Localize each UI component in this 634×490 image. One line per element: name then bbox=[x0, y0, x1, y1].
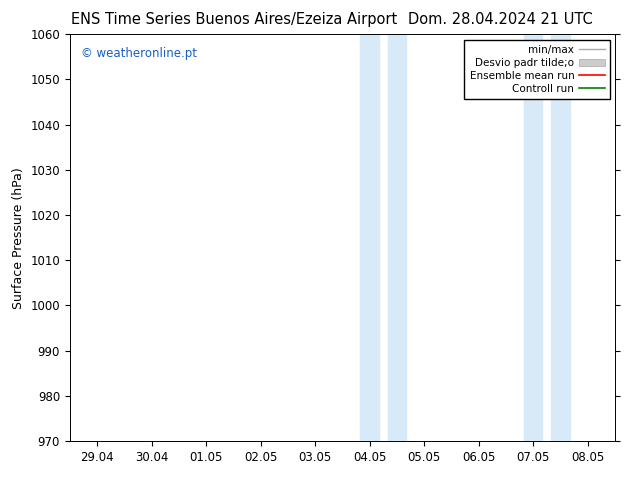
Bar bbox=[551, 34, 570, 441]
Bar bbox=[360, 34, 379, 441]
Text: ENS Time Series Buenos Aires/Ezeiza Airport: ENS Time Series Buenos Aires/Ezeiza Airp… bbox=[72, 12, 398, 27]
Y-axis label: Surface Pressure (hPa): Surface Pressure (hPa) bbox=[11, 167, 25, 309]
Legend: min/max, Desvio padr tilde;o, Ensemble mean run, Controll run: min/max, Desvio padr tilde;o, Ensemble m… bbox=[464, 40, 610, 99]
Text: Dom. 28.04.2024 21 UTC: Dom. 28.04.2024 21 UTC bbox=[408, 12, 593, 27]
Text: © weatheronline.pt: © weatheronline.pt bbox=[81, 47, 197, 59]
Bar bbox=[387, 34, 406, 441]
Bar bbox=[524, 34, 543, 441]
